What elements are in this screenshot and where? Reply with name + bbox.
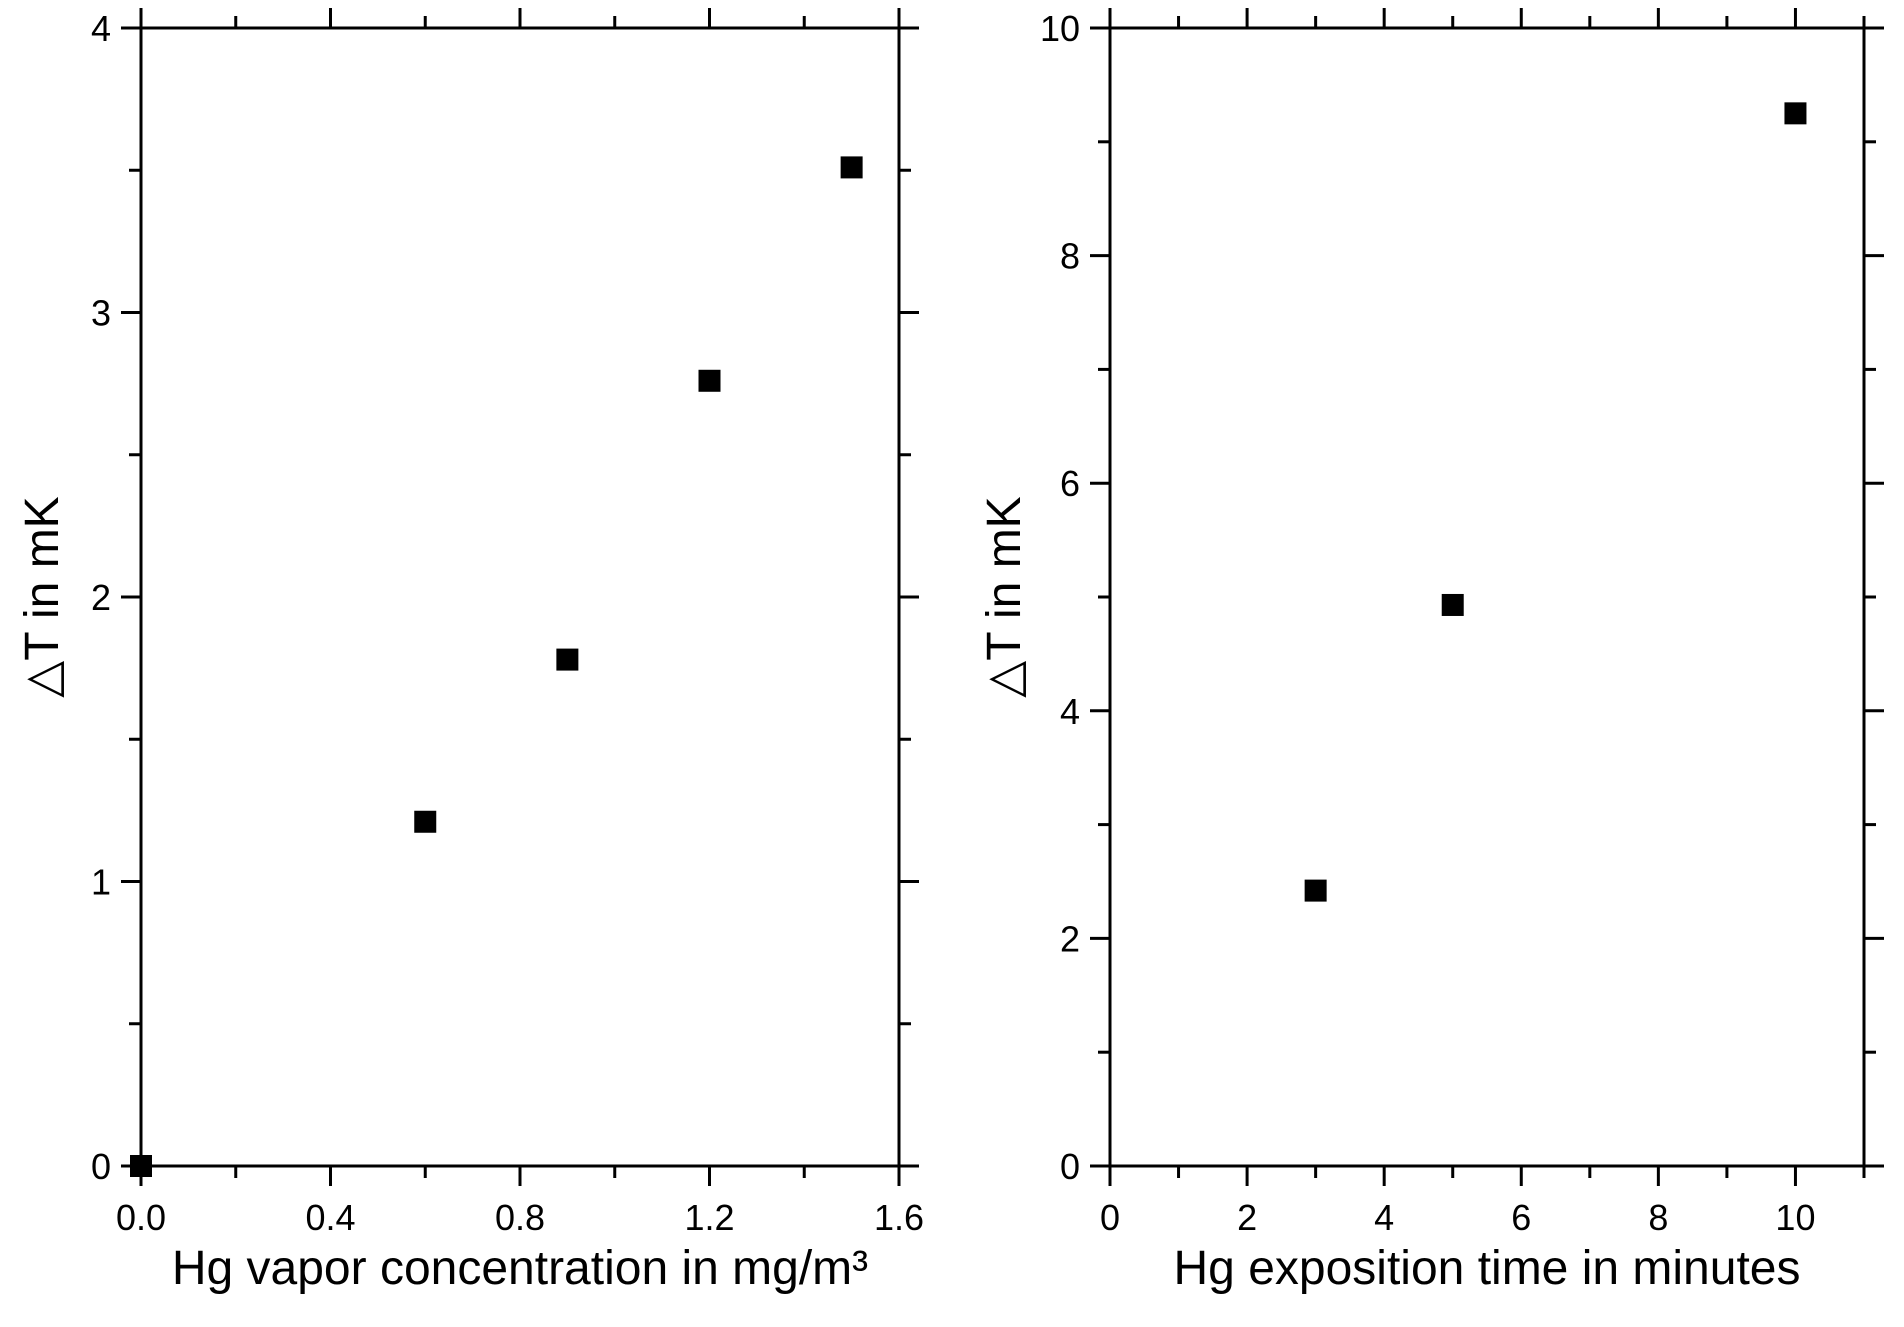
data-point <box>1304 879 1327 902</box>
y-tick-label: 8 <box>1060 236 1080 277</box>
y-tick-label: 10 <box>1040 8 1080 49</box>
plot-frame <box>139 26 901 1168</box>
y-tick-label: 4 <box>1060 691 1080 732</box>
x-axis-label: Hg exposition time in minutes <box>1174 1242 1801 1295</box>
data-point <box>1441 593 1464 616</box>
data-point <box>840 156 863 179</box>
x-tick-label: 0.4 <box>305 1197 355 1238</box>
x-tick-label: 1.6 <box>874 1197 924 1238</box>
y-tick-label: 6 <box>1060 463 1080 504</box>
x-tick-label: 0 <box>1100 1197 1120 1238</box>
x-axis-label: Hg vapor concentration in mg/m³ <box>172 1242 868 1295</box>
y-tick-label: 4 <box>91 8 111 49</box>
plot-frame <box>1108 26 1866 1168</box>
y-tick-label: 1 <box>91 862 111 903</box>
x-tick-label: 0.8 <box>495 1197 545 1238</box>
y-axis-label: △T in mK <box>16 496 69 697</box>
x-tick-label: 2 <box>1237 1197 1257 1238</box>
x-tick-label: 10 <box>1775 1197 1815 1238</box>
y-tick-label: 3 <box>91 293 111 334</box>
chart-left: 0.0 0.4 0.8 1.2 1.6 0 1 2 3 4 Hg vapor concentrati… <box>16 8 924 1295</box>
x-tick-label: 0.0 <box>116 1197 166 1238</box>
data-point <box>414 810 437 833</box>
x-tick-label: 8 <box>1648 1197 1668 1238</box>
data-point <box>130 1155 152 1177</box>
data-point <box>556 648 579 671</box>
x-tick-label: 6 <box>1511 1197 1531 1238</box>
y-tick-label: 0 <box>1060 1146 1080 1187</box>
data-point <box>698 369 721 392</box>
x-tick-label: 4 <box>1374 1197 1394 1238</box>
y-tick-label: 2 <box>91 577 111 618</box>
y-axis-label: △T in mK <box>978 496 1031 697</box>
y-tick-label: 0 <box>91 1146 111 1187</box>
x-tick-label: 1.2 <box>684 1197 734 1238</box>
data-point <box>1784 102 1807 125</box>
y-tick-label: 2 <box>1060 918 1080 959</box>
